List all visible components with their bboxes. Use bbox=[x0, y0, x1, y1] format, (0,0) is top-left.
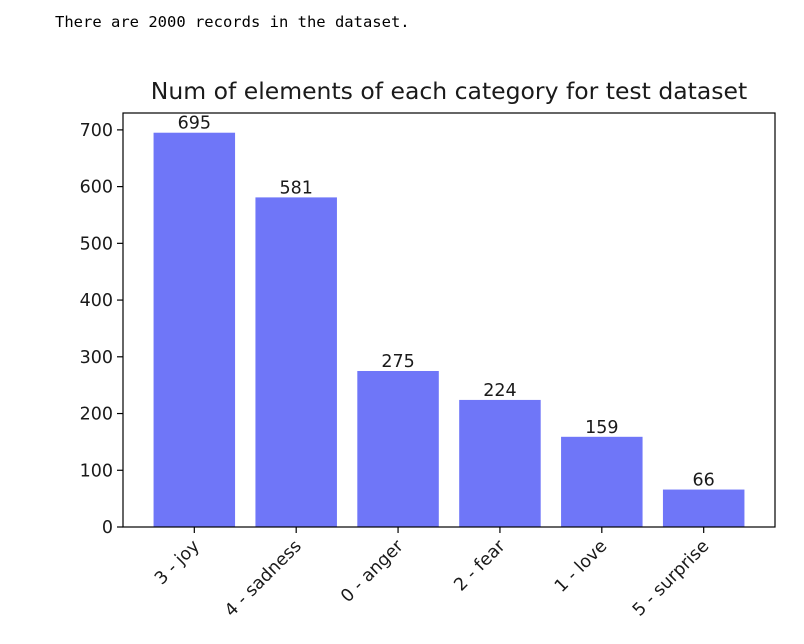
y-tick-label: 100 bbox=[80, 461, 113, 481]
x-tick-label: 5 - surprise bbox=[629, 536, 713, 620]
y-axis: 0 100 200 300 400 500 600 700 bbox=[80, 121, 123, 538]
y-tick-label: 400 bbox=[80, 291, 113, 311]
bar-value-label: 159 bbox=[585, 418, 618, 438]
bar bbox=[153, 132, 236, 527]
cell-output-text: There are 2000 records in the dataset. bbox=[55, 13, 410, 31]
chart-title: Num of elements of each category for tes… bbox=[151, 77, 747, 105]
x-tick-label: 1 - love bbox=[551, 536, 611, 596]
x-tick-label: 0 - anger bbox=[337, 536, 408, 607]
plot-area-frame bbox=[122, 112, 776, 528]
bar bbox=[459, 399, 541, 527]
y-tick-label: 600 bbox=[80, 178, 113, 198]
y-tick-label: 700 bbox=[80, 121, 113, 141]
bar-value-label: 224 bbox=[483, 381, 516, 401]
y-tick-label: 500 bbox=[80, 234, 113, 254]
bar bbox=[561, 436, 643, 527]
x-tick-label: 3 - joy bbox=[151, 536, 204, 589]
bars-layer bbox=[153, 132, 745, 527]
bar-value-labels: 695 581 275 224 159 66 bbox=[178, 114, 715, 491]
y-tick-label: 300 bbox=[80, 348, 113, 368]
bar bbox=[255, 197, 337, 527]
bar-value-label: 66 bbox=[693, 471, 715, 491]
bar bbox=[662, 489, 745, 527]
bar-value-label: 581 bbox=[279, 178, 312, 198]
bar-value-label: 275 bbox=[381, 352, 414, 372]
x-axis: 3 - joy 4 - sadness 0 - anger 2 - fear 1 - l… bbox=[151, 527, 713, 621]
bar-value-label: 695 bbox=[178, 114, 211, 134]
y-tick-label: 0 bbox=[102, 518, 113, 538]
y-tick-label: 200 bbox=[80, 405, 113, 425]
bar bbox=[357, 370, 439, 527]
x-tick-label: 4 - sadness bbox=[221, 536, 306, 621]
x-tick-label: 2 - fear bbox=[450, 536, 510, 596]
